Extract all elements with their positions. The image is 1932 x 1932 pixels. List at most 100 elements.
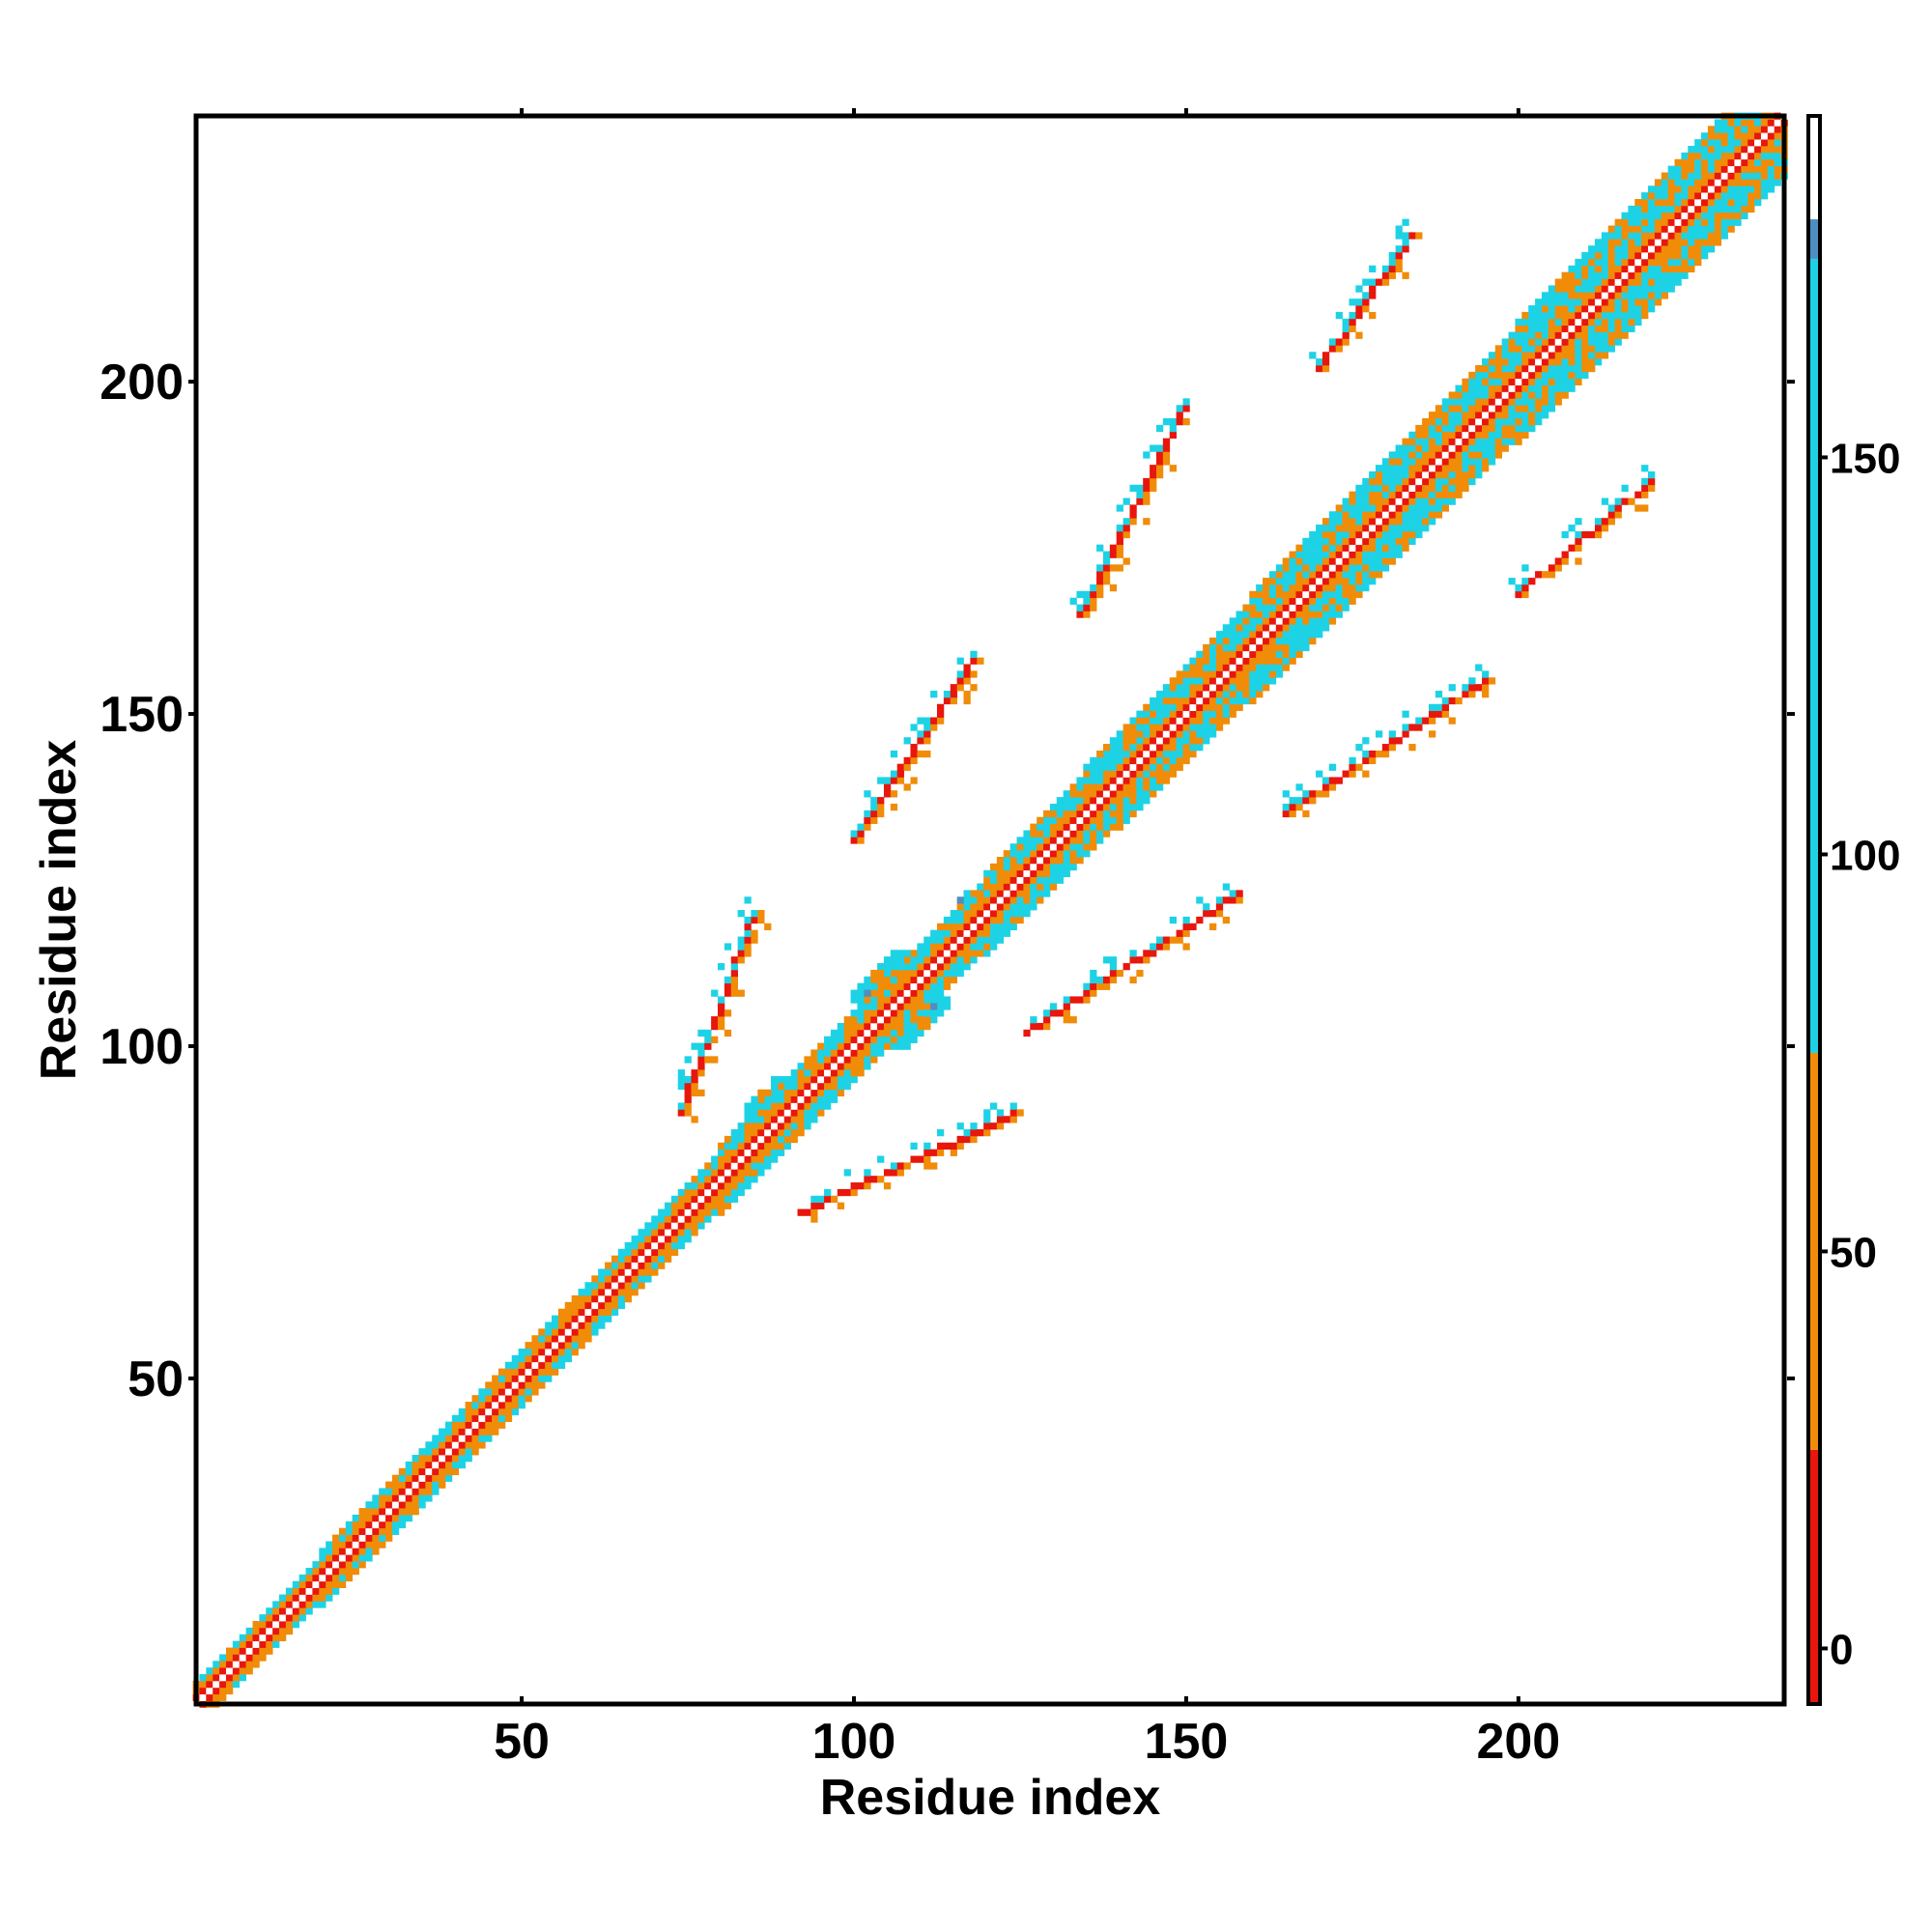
heatmap-cell <box>365 1548 373 1555</box>
heatmap-cell <box>1355 311 1363 320</box>
heatmap-cell <box>1462 458 1469 466</box>
heatmap-cell <box>1554 345 1562 353</box>
heatmap-cell <box>1395 551 1403 558</box>
heatmap-cell <box>1581 271 1589 279</box>
heatmap-cell <box>777 1142 785 1151</box>
heatmap-cell <box>936 989 945 997</box>
heatmap-cell <box>1508 338 1516 346</box>
heatmap-cell <box>1143 497 1151 505</box>
heatmap-cell <box>1701 179 1709 186</box>
heatmap-cell <box>850 1009 858 1017</box>
heatmap-cell <box>1282 590 1290 599</box>
heatmap-cell <box>1009 876 1017 884</box>
heatmap-cell <box>391 1488 400 1495</box>
heatmap-cell <box>598 1308 606 1316</box>
heatmap-cell <box>1282 583 1290 592</box>
heatmap-cell <box>1096 590 1104 599</box>
heatmap-cell <box>391 1527 400 1535</box>
heatmap-cell <box>1090 756 1097 765</box>
heatmap-cell <box>1754 192 1762 200</box>
heatmap-cell <box>1016 1109 1024 1117</box>
heatmap-cell <box>1102 816 1111 824</box>
heatmap-cell <box>983 1109 991 1117</box>
heatmap-cell <box>571 1315 579 1322</box>
heatmap-cell <box>239 1674 246 1682</box>
heatmap-cell <box>425 1455 433 1463</box>
heatmap-cell <box>1203 664 1210 671</box>
heatmap-cell <box>1116 737 1123 745</box>
heatmap-cell <box>1282 650 1290 658</box>
heatmap-cell <box>1734 192 1742 200</box>
heatmap-cell <box>552 1349 559 1356</box>
heatmap-cell <box>1302 571 1310 579</box>
heatmap-cell <box>1601 292 1609 299</box>
heatmap-cell <box>1661 258 1669 267</box>
heatmap-cell <box>511 1388 519 1396</box>
heatmap-cell <box>764 923 772 931</box>
heatmap-cell <box>1535 311 1543 320</box>
heatmap-cell <box>677 1222 685 1230</box>
heatmap-cell <box>358 1541 366 1548</box>
heatmap-cell <box>1116 551 1123 558</box>
heatmap-cell <box>1369 511 1377 519</box>
heatmap-cell <box>1196 664 1204 671</box>
heatmap-cell <box>936 710 945 718</box>
heatmap-cell <box>1275 604 1284 611</box>
heatmap-cell <box>1215 691 1224 698</box>
heatmap-cell <box>1302 790 1310 798</box>
heatmap-cell <box>917 950 924 957</box>
heatmap-cell <box>1116 544 1123 552</box>
heatmap-cell <box>1076 590 1084 599</box>
heatmap-cell <box>465 1455 472 1463</box>
heatmap-cell <box>1422 525 1430 532</box>
heatmap-cell <box>1482 424 1490 433</box>
heatmap-cell <box>1063 823 1070 831</box>
heatmap-cell <box>1494 444 1503 452</box>
heatmap-cell <box>1548 345 1556 353</box>
heatmap-cell <box>1435 710 1443 718</box>
heatmap-cell <box>1501 424 1509 433</box>
heatmap-cell <box>777 1109 785 1117</box>
heatmap-cell <box>1448 471 1456 479</box>
heatmap-cell <box>1395 258 1403 267</box>
heatmap-cell <box>272 1614 280 1622</box>
heatmap-cell <box>1016 916 1024 924</box>
heatmap-cell <box>1429 497 1436 505</box>
heatmap-cell <box>724 1188 732 1197</box>
heatmap-cell <box>1295 624 1303 632</box>
heatmap-cell <box>1023 830 1031 838</box>
heatmap-cell <box>1634 218 1642 226</box>
heatmap-cell <box>485 1381 493 1389</box>
heatmap-cell <box>1328 763 1337 771</box>
heatmap-cell <box>684 1188 692 1197</box>
heatmap-cell <box>1674 172 1682 180</box>
heatmap-cell <box>943 956 952 964</box>
heatmap-cell <box>492 1388 499 1396</box>
heatmap-cell <box>1090 976 1097 984</box>
heatmap-cell <box>1282 631 1290 639</box>
heatmap-cell <box>1116 756 1123 765</box>
heatmap-cell <box>1063 830 1070 838</box>
heatmap-cell <box>1328 557 1337 565</box>
heatmap-cell <box>817 1075 825 1084</box>
heatmap-cell <box>1607 518 1615 526</box>
heatmap-cell <box>943 936 952 944</box>
heatmap-cell <box>1263 611 1270 618</box>
heatmap-cell <box>584 1308 592 1316</box>
heatmap-cell <box>1321 530 1330 539</box>
heatmap-cell <box>1109 790 1118 798</box>
heatmap-cell <box>1229 664 1236 671</box>
heatmap-cell <box>724 982 732 990</box>
heatmap-cell <box>1528 318 1536 327</box>
heatmap-cell <box>1494 384 1503 392</box>
heatmap-cell <box>1774 126 1781 133</box>
heatmap-cell <box>1494 424 1503 433</box>
heatmap-cell <box>1701 172 1709 180</box>
heatmap-cell <box>504 1361 513 1370</box>
heatmap-cell <box>405 1488 412 1495</box>
heatmap-cell <box>1422 417 1430 426</box>
heatmap-cell <box>883 1022 892 1031</box>
heatmap-cell <box>1568 364 1576 373</box>
heatmap-cell <box>923 963 931 971</box>
heatmap-cell <box>1548 331 1556 339</box>
